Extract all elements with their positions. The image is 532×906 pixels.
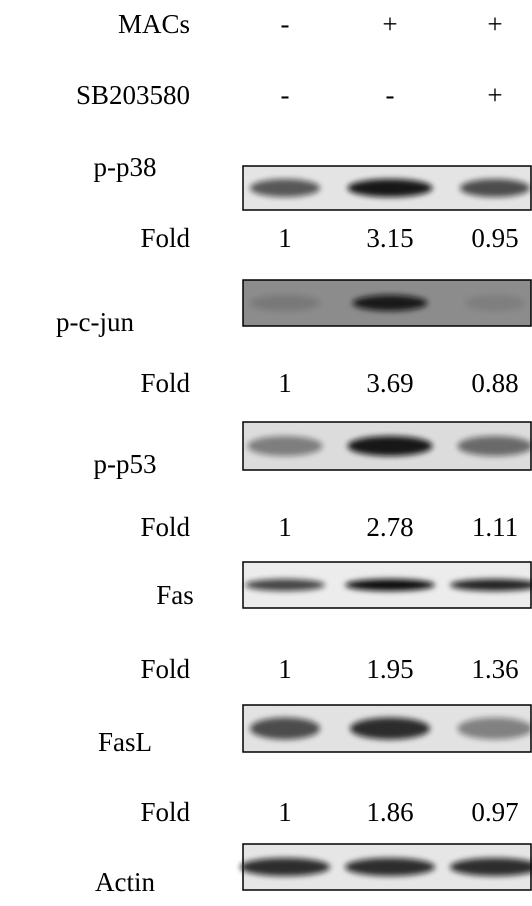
blot-label: p-p38 [94, 152, 157, 182]
fold-value: 3.69 [366, 368, 413, 398]
fold-value: 0.88 [471, 368, 518, 398]
treatment-sign: - [281, 9, 290, 39]
fold-label: Fold [140, 654, 190, 684]
fold-value: 0.95 [471, 223, 518, 253]
blot-label: Actin [95, 867, 155, 897]
band [348, 179, 433, 197]
band [345, 579, 435, 591]
fold-value: 1.95 [366, 654, 413, 684]
band [348, 436, 433, 456]
treatment-sign: + [487, 80, 502, 110]
fold-value: 0.97 [471, 797, 518, 827]
fold-label: Fold [140, 512, 190, 542]
band [345, 858, 435, 876]
band [240, 858, 330, 876]
fold-value: 1 [278, 368, 292, 398]
fold-value: 1 [278, 654, 292, 684]
fold-value: 1 [278, 512, 292, 542]
band [250, 179, 320, 197]
band [458, 718, 532, 740]
band [465, 295, 525, 311]
fold-label: Fold [140, 797, 190, 827]
fold-value: 1.86 [366, 797, 413, 827]
band [350, 718, 430, 740]
treatment-label: SB203580 [76, 80, 190, 110]
treatment-sign: - [386, 80, 395, 110]
band [460, 179, 530, 197]
band [248, 436, 323, 456]
band [250, 718, 320, 740]
band [353, 295, 428, 311]
blot-label: p-p53 [94, 449, 157, 479]
fold-value: 3.15 [366, 223, 413, 253]
fold-value: 1.11 [472, 512, 518, 542]
fold-value: 2.78 [366, 512, 413, 542]
fold-value: 1.36 [471, 654, 518, 684]
fold-value: 1 [278, 223, 292, 253]
band [245, 579, 325, 591]
blot-label: Fas [156, 580, 194, 610]
fold-value: 1 [278, 797, 292, 827]
blot-label: FasL [98, 727, 152, 757]
figure: MACs - + + SB203580 - - + p-p38 Fold 1 3.15 0.95 p-c-… [0, 0, 532, 906]
treatment-sign: + [382, 9, 397, 39]
band [458, 436, 532, 456]
fold-label: Fold [140, 368, 190, 398]
band [250, 295, 320, 311]
blot-label: p-c-jun [56, 307, 134, 337]
treatment-sign: - [281, 80, 290, 110]
treatment-label: MACs [118, 9, 190, 39]
fold-label: Fold [140, 223, 190, 253]
treatment-sign: + [487, 9, 502, 39]
